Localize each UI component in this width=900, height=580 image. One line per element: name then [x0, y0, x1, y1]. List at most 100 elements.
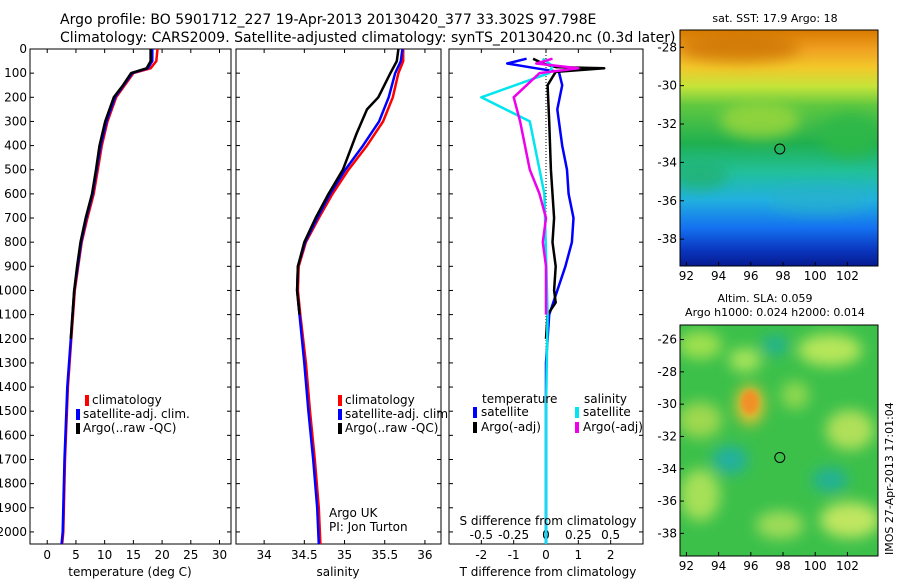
series-line	[480, 57, 554, 544]
x-tick-label: 30	[212, 548, 227, 562]
sst-field	[680, 30, 878, 266]
legend-satadj-label-2: satellite-adj. clim.	[345, 407, 452, 421]
x-tick-label: 25	[183, 548, 198, 562]
salinity-profiles	[295, 49, 405, 544]
depth-tick-label: 1200	[0, 332, 27, 346]
lat-tick-label: -26	[657, 333, 677, 347]
depth-tick-label: 1800	[0, 477, 27, 491]
credit-line-2: PI: Jon Turton	[329, 520, 408, 534]
depth-tick-label: 1400	[0, 380, 27, 394]
legend-satadj-swatch	[76, 409, 80, 420]
sla-map: Altim. SLA: 0.059 Argo h1000: 0.024 h200…	[657, 292, 879, 573]
s-tick-label: -0.25	[498, 528, 529, 542]
salinity-x-label: salinity	[316, 565, 359, 579]
series-line	[295, 49, 400, 315]
x-tick-label: 15	[126, 548, 141, 562]
difference-profiles	[480, 49, 606, 544]
temperature-x-axis: 0 5 10 15 20 25 30	[30, 48, 231, 562]
x-tick-label: 0	[542, 548, 550, 562]
difference-legend: temperature salinity satellite Argo(-adj…	[473, 392, 643, 434]
lon-tick-label: 94	[711, 559, 726, 573]
lon-tick-label: 100	[804, 559, 827, 573]
salinity-x-axis: 34 34.5 35 35.5 36	[236, 48, 441, 562]
imos-timestamp: IMOS 27-Apr-2013 17:01:04	[883, 402, 896, 555]
lon-tick-label: 98	[775, 559, 790, 573]
lon-tick-label: 102	[836, 559, 859, 573]
series-line	[512, 57, 580, 315]
lat-tick-label: -36	[657, 494, 677, 508]
x-tick-label: 20	[154, 548, 169, 562]
depth-tick-label: 600	[4, 187, 27, 201]
legend-argo-label-2: Argo(..raw -QC)	[345, 421, 438, 435]
legend-argo-swatch	[76, 423, 80, 434]
depth-tick-label: 500	[4, 163, 27, 177]
depth-tick-label: 2000	[0, 525, 27, 539]
depth-tick-label: 100	[4, 66, 27, 80]
s-tick-label: 0.25	[565, 528, 592, 542]
depth-tick-label: 400	[4, 139, 27, 153]
legend-s-argo-swatch	[575, 422, 579, 433]
lat-tick-label: -36	[657, 194, 677, 208]
lat-tick-label: -30	[657, 397, 677, 411]
depth-tick-label: 800	[4, 235, 27, 249]
argo-position-marker-2	[774, 451, 786, 463]
credit-line-1: Argo UK	[329, 506, 378, 520]
legend-satadj-label: satellite-adj. clim.	[83, 407, 190, 421]
x-tick-label: 5	[72, 548, 80, 562]
legend-s-satellite-swatch	[575, 407, 579, 418]
depth-tick-label: 1100	[0, 308, 27, 322]
t-difference-label: T difference from climatology	[459, 565, 637, 579]
temperature-legend: climatology satellite-adj. clim. Argo(..…	[76, 393, 190, 435]
sla-patches	[680, 331, 878, 539]
temperature-x-label: temperature (deg C)	[68, 565, 191, 579]
x-tick-label: 34	[256, 548, 271, 562]
temperature-axes-frame	[29, 48, 232, 545]
x-tick-label: 36	[417, 548, 432, 562]
lat-tick-label: -38	[657, 526, 677, 540]
depth-tick-label: 1300	[0, 356, 27, 370]
sla-eddy	[741, 390, 759, 414]
x-tick-label: 0	[43, 548, 51, 562]
depth-tick-label: 1000	[0, 283, 27, 297]
salinity-panel: 34 34.5 35 35.5 36 salinity climatology sate…	[235, 48, 452, 579]
legend-argo-swatch-2	[338, 423, 342, 434]
depth-axis: 0 100 200 300 400 500 600 700 800 900 1000 1100 1200…	[0, 42, 27, 539]
legend-climatology-label: climatology	[92, 393, 162, 407]
legend-t-argo-swatch	[473, 422, 477, 433]
lon-tick-label: 96	[743, 269, 758, 283]
depth-tick-label: 300	[4, 114, 27, 128]
lat-tick-label: -28	[657, 365, 677, 379]
lat-tick-label: -28	[657, 40, 677, 54]
s-tick-label: 0.5	[601, 528, 620, 542]
lat-tick-label: -32	[657, 117, 677, 131]
temperature-profiles	[60, 49, 159, 544]
sla-field	[680, 325, 878, 556]
sst-map-axes: 92 94 96 98 100 102 -28 -30 -32 -34 -36 -38	[657, 40, 858, 283]
legend-s-satellite-label: satellite	[583, 405, 631, 419]
s-tick-label: -0.5	[470, 528, 493, 542]
depth-tick-label: 1900	[0, 501, 27, 515]
legend-climatology-swatch	[85, 395, 89, 406]
legend-t-satellite-swatch	[473, 407, 477, 418]
x-tick-label: 35	[337, 548, 352, 562]
lat-tick-label: -30	[657, 79, 677, 93]
lon-tick-label: 102	[836, 269, 859, 283]
depth-tick-label: 0	[19, 42, 27, 56]
series-line	[505, 57, 575, 544]
temperature-panel: 0100200300400500600700800900100011001200…	[0, 42, 232, 579]
legend-temperature-heading: temperature	[482, 392, 557, 406]
x-tick-label: 34.5	[291, 548, 318, 562]
sst-map: sat. SST: 17.9 Argo: 18 92 94 96 98 100 102 -2…	[657, 12, 879, 283]
lat-tick-label: -34	[657, 462, 677, 476]
lat-tick-label: -38	[657, 232, 677, 246]
legend-salinity-heading: salinity	[584, 392, 627, 406]
x-tick-label: -1	[508, 548, 520, 562]
x-tick-label: 1	[575, 548, 583, 562]
depth-tick-label: 1600	[0, 428, 27, 442]
x-tick-label: 35.5	[371, 548, 398, 562]
legend-s-argo-label: Argo(-adj)	[583, 420, 643, 434]
depth-tick-label: 900	[4, 259, 27, 273]
lon-tick-label: 100	[804, 269, 827, 283]
